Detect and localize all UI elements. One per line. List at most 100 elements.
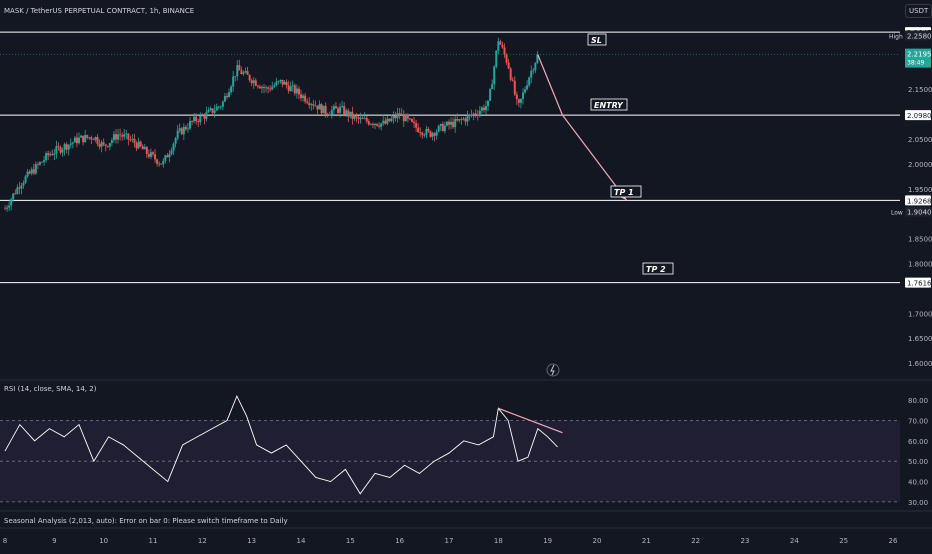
level-tag-box — [610, 185, 642, 198]
candle-body — [152, 152, 154, 155]
candle-body — [14, 193, 17, 195]
candle-body — [271, 86, 274, 90]
candle-body — [41, 161, 43, 163]
candle-body — [154, 154, 157, 160]
candle-body — [43, 160, 46, 162]
candle-body — [300, 94, 302, 98]
time-axis-label: 11 — [149, 537, 158, 545]
candle-body — [236, 65, 239, 77]
rsi-title: RSI (14, close, SMA, 14, 2) — [4, 385, 97, 393]
candle-body — [337, 108, 339, 113]
candle-body — [63, 144, 66, 150]
candle-body — [65, 144, 68, 150]
candle-body — [448, 121, 450, 125]
candle-body — [246, 71, 249, 75]
candle-body — [131, 138, 134, 140]
time-axis-label: 22 — [691, 537, 700, 545]
candle-body — [201, 115, 204, 117]
candle-body — [332, 106, 335, 111]
time-axis[interactable]: 8 9 10 11 12 13 14 15 16 17 18 19 20 21 22 23 24 25 26 — [3, 537, 898, 545]
candle-body — [505, 54, 508, 63]
candle-body — [186, 128, 189, 130]
candle-body — [213, 110, 216, 113]
candle-body — [164, 155, 167, 161]
candle-body — [390, 118, 393, 122]
candle-body — [250, 80, 253, 84]
candle-body — [36, 164, 39, 165]
candle-body — [84, 135, 87, 143]
candle-body — [147, 153, 150, 157]
candle-body — [468, 114, 471, 116]
candle-body — [90, 137, 93, 140]
candle-body — [349, 111, 352, 117]
candle-body — [493, 66, 496, 85]
candle-body — [328, 114, 331, 116]
candle-body — [88, 137, 91, 139]
candle-body — [283, 81, 286, 85]
candle-body — [308, 102, 311, 106]
candle-body — [26, 171, 29, 177]
candle-body — [320, 104, 323, 114]
candle-body — [374, 123, 376, 126]
candle-body — [119, 134, 122, 136]
candle-body — [71, 142, 74, 144]
candle-body — [495, 50, 498, 67]
candle-body — [396, 113, 399, 119]
candle-body — [423, 134, 426, 136]
candle-body — [34, 164, 37, 174]
price-tick-label: 1.8000 — [908, 260, 932, 268]
candle-body — [45, 153, 48, 161]
candle-body — [6, 207, 9, 209]
candle-body — [275, 81, 278, 86]
time-axis-label: 9 — [52, 537, 56, 545]
rsi-tick-label: 70.00 — [908, 418, 928, 426]
candle-body — [291, 85, 294, 87]
candle-body — [431, 133, 434, 137]
candle-body — [127, 133, 130, 140]
candle-body — [217, 106, 220, 108]
candle-body — [100, 142, 103, 147]
candle-body — [248, 74, 251, 81]
candle-body — [511, 79, 514, 81]
price-tick-label: 2.0000 — [908, 161, 932, 169]
candle-body — [263, 86, 265, 88]
candle-body — [371, 124, 374, 126]
candle-body — [398, 113, 401, 116]
candle-body — [98, 143, 101, 147]
candle-body — [170, 150, 173, 154]
time-axis-label: 25 — [839, 537, 848, 545]
candle-body — [312, 104, 315, 106]
rsi-scale[interactable]: 80.00 70.00 60.00 50.00 40.00 30.00 — [908, 397, 928, 507]
price-tick-label: 1.9500 — [908, 186, 932, 194]
candle-body — [408, 118, 411, 120]
candle-body — [143, 147, 146, 150]
candle-body — [32, 169, 35, 174]
candle-body — [47, 153, 50, 156]
candle-body — [528, 77, 531, 86]
lightning-icon-bolt — [550, 364, 555, 376]
level-tag-box — [642, 262, 674, 275]
candle-body — [117, 134, 120, 140]
candle-body — [519, 98, 522, 103]
candle-body — [386, 118, 389, 124]
candle-body — [394, 115, 397, 119]
currency-button[interactable]: USDT — [905, 4, 932, 18]
candle-body — [314, 105, 317, 107]
candle-body — [273, 85, 276, 87]
candle-body — [345, 110, 348, 115]
candle-body — [499, 41, 502, 45]
rsi-divergence-line — [498, 407, 563, 434]
candle-body — [318, 104, 321, 110]
price-scale[interactable]: 2.1500 2.0500 2.0000 1.9500 1.8500 1.8000 1.70… — [908, 86, 932, 368]
candle-body — [20, 185, 23, 189]
level-tag-box — [587, 33, 607, 46]
candle-body — [215, 106, 218, 111]
candle-body — [367, 121, 370, 125]
candle-body — [501, 44, 504, 48]
candle-body — [137, 141, 140, 149]
candle-body — [57, 146, 60, 148]
candle-body — [476, 114, 479, 116]
time-axis-label: 19 — [543, 537, 552, 545]
candle-body — [55, 146, 58, 154]
